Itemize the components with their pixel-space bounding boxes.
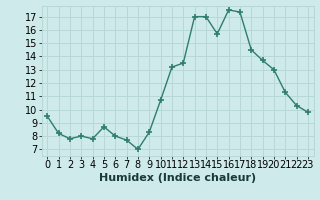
X-axis label: Humidex (Indice chaleur): Humidex (Indice chaleur): [99, 173, 256, 183]
